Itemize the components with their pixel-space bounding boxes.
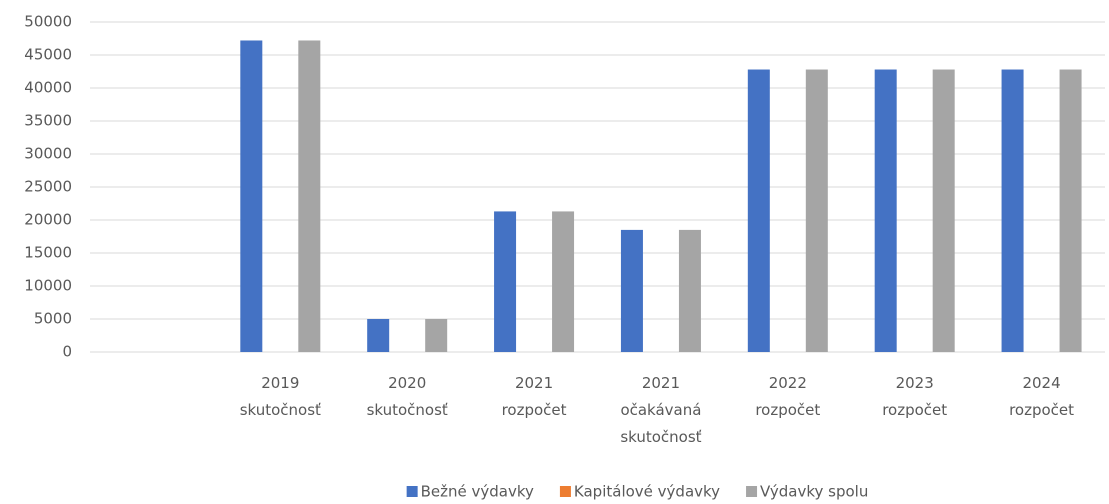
x-tick-label-line: rozpočet [502, 401, 567, 419]
x-tick-label: 2020 skutočnosť [367, 374, 448, 419]
legend-label: Výdavky spolu [760, 483, 868, 501]
legend-label: Bežné výdavky [421, 483, 534, 501]
y-tick-label: 40000 [24, 79, 72, 97]
x-tick-label-line: 2023 [896, 374, 934, 392]
x-tick-label: 2023 rozpočet [882, 374, 947, 419]
x-tick-label-line: 2022 [769, 374, 807, 392]
bar [932, 69, 955, 353]
bar [425, 319, 448, 352]
x-tick-label-line: skutočnosť [367, 401, 448, 419]
x-tick-label-line: očakávaná [620, 401, 701, 419]
x-tick-label-line: rozpočet [1009, 401, 1074, 419]
y-tick-label: 45000 [24, 46, 72, 64]
bar [1001, 69, 1024, 353]
bar [298, 40, 321, 352]
legend-swatch [406, 486, 418, 497]
y-tick-label: 5000 [34, 310, 72, 328]
bar [1059, 69, 1082, 353]
x-tick-label-line: 2021 [642, 374, 680, 392]
bar [367, 319, 390, 352]
x-tick-label-line: rozpočet [755, 401, 820, 419]
x-tick-label: 2021 očakávaná skutočnosť [620, 374, 701, 446]
x-tick-label: 2019 skutočnosť [240, 374, 321, 419]
y-tick-label: 30000 [24, 145, 72, 163]
y-tick-label: 0 [62, 343, 72, 361]
bar [620, 229, 643, 352]
y-tick-label: 10000 [24, 277, 72, 295]
x-tick-label-line: rozpočet [882, 401, 947, 419]
x-tick-label-line: 2024 [1022, 374, 1060, 392]
x-tick-label-line: skutočnosť [620, 428, 701, 446]
bar [874, 69, 897, 353]
y-tick-label: 35000 [24, 112, 72, 130]
bar [805, 69, 828, 353]
y-tick-label: 25000 [24, 178, 72, 196]
legend-swatch [746, 486, 758, 497]
x-tick-label-line: 2020 [388, 374, 426, 392]
bar [240, 40, 263, 352]
bar [678, 229, 701, 352]
legend-label: Kapitálové výdavky [574, 483, 720, 501]
x-tick-label: 2022 rozpočet [755, 374, 820, 419]
y-tick-label: 20000 [24, 211, 72, 229]
legend-swatch [559, 486, 571, 497]
legend: Bežné výdavky Kapitálové výdavky Výdavky s… [406, 483, 868, 501]
y-tick-label: 50000 [24, 13, 72, 31]
y-tick-label: 15000 [24, 244, 72, 262]
bar [552, 211, 575, 352]
x-tick-label: 2021 rozpočet [502, 374, 567, 419]
x-tick-label: 2024 rozpočet [1009, 374, 1074, 419]
x-tick-label-line: skutočnosť [240, 401, 321, 419]
bar [747, 69, 770, 353]
x-tick-label-line: 2019 [261, 374, 299, 392]
x-tick-label-line: 2021 [515, 374, 553, 392]
bar [494, 211, 517, 352]
